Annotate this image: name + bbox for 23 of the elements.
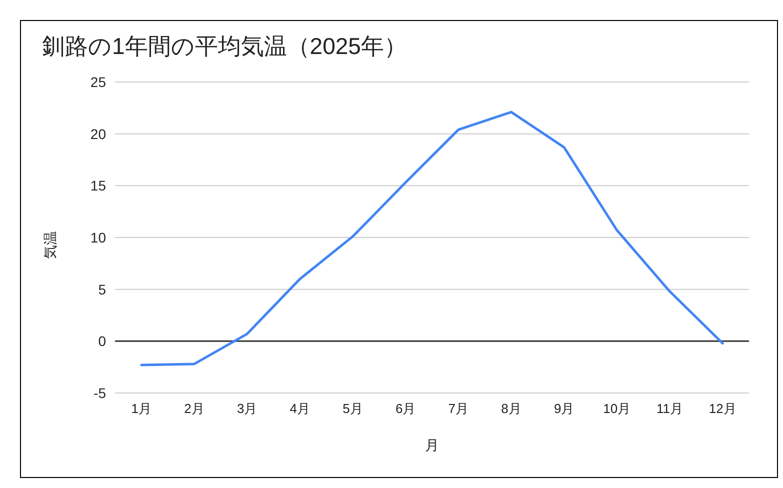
y-tick-label: 5 bbox=[98, 281, 106, 298]
x-tick-label: 4月 bbox=[290, 401, 310, 416]
x-tick-label: 5月 bbox=[342, 401, 363, 416]
y-tick-label: -5 bbox=[94, 385, 106, 401]
x-tick-label: 11月 bbox=[656, 401, 683, 416]
x-tick-label: 12月 bbox=[708, 401, 736, 416]
chart-title: 釧路の1年間の平均気温（2025年） bbox=[42, 33, 407, 59]
x-tick-label: 9月 bbox=[554, 401, 574, 416]
x-tick-label: 6月 bbox=[395, 401, 416, 416]
x-tick-label: 10月 bbox=[603, 401, 631, 416]
line-series bbox=[140, 110, 724, 366]
y-axis-title: 気温 bbox=[42, 231, 58, 259]
x-tick-label: 1月 bbox=[131, 401, 152, 416]
y-tick-label: 25 bbox=[90, 74, 106, 90]
x-axis-title: 月 bbox=[425, 437, 439, 453]
x-tick-label: 2月 bbox=[184, 401, 204, 416]
y-tick-label: 20 bbox=[90, 126, 106, 142]
y-tick-label: 10 bbox=[90, 230, 106, 246]
x-tick-label: 3月 bbox=[236, 401, 258, 416]
y-tick-label: 0 bbox=[98, 333, 106, 350]
x-tick-label: 8月 bbox=[501, 401, 522, 416]
x-tick-label: 7月 bbox=[448, 401, 469, 416]
y-tick-label: 15 bbox=[90, 178, 106, 194]
